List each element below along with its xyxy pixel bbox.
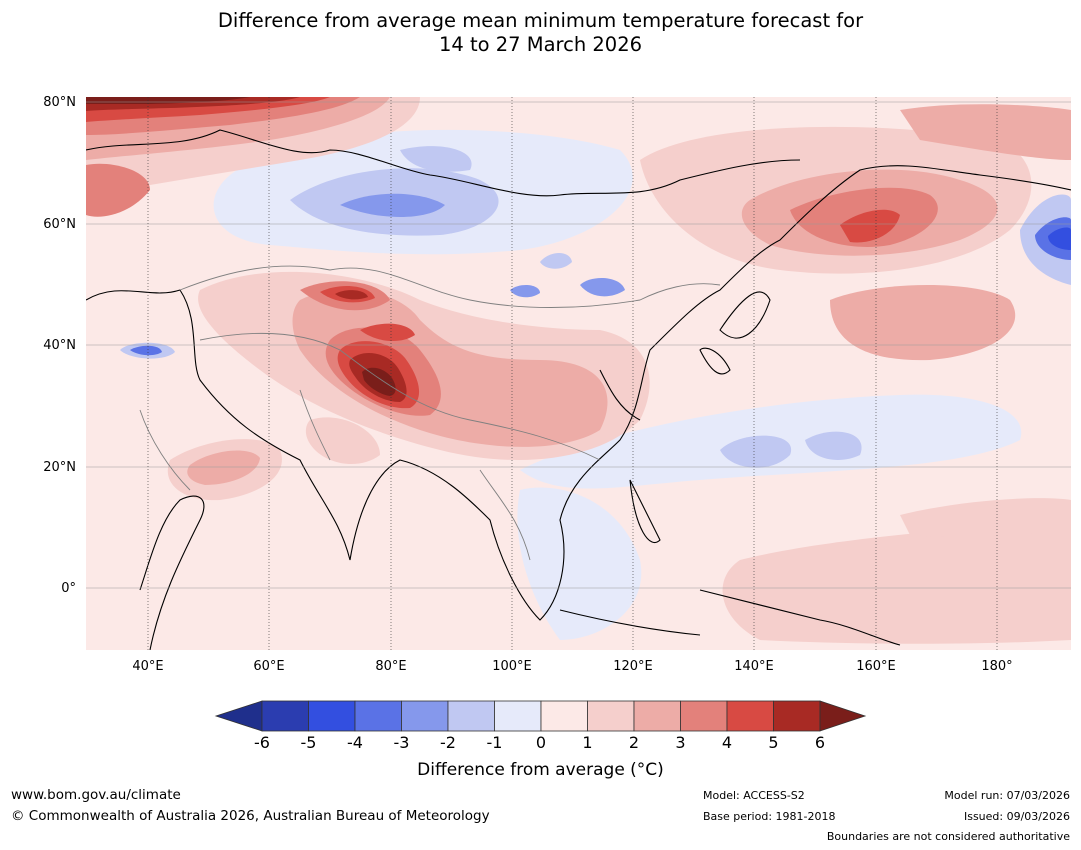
base-period: Base period: 1981-2018 xyxy=(703,810,836,823)
lon-label: 180° xyxy=(981,659,1013,674)
colorbar-over-arrow xyxy=(819,700,867,732)
copyright-text: © Commonwealth of Australia 2026, Austra… xyxy=(11,808,490,824)
colorbar-cell xyxy=(354,700,402,732)
anomaly-field xyxy=(86,97,1071,650)
colorbar-cell xyxy=(587,700,635,732)
colorbar-cell xyxy=(633,700,681,732)
colorbar-tick: 4 xyxy=(721,733,733,752)
colorbar-tick: 1 xyxy=(582,733,593,752)
colorbar-cell xyxy=(726,700,774,732)
title-line-1: Difference from average mean minimum tem… xyxy=(217,9,864,32)
colorbar-cell xyxy=(261,700,309,732)
country-borders xyxy=(139,265,721,561)
colorbar-tick: -6 xyxy=(254,733,270,752)
coastlines xyxy=(86,129,1071,650)
colorbar-tick: -4 xyxy=(347,733,363,752)
colorbar-cell xyxy=(401,700,449,732)
colorbar-tick: -2 xyxy=(440,733,456,752)
colorbar-tick: 3 xyxy=(675,733,686,752)
colorbar xyxy=(214,700,867,732)
colorbar-under-arrow xyxy=(214,700,263,732)
graticule xyxy=(86,101,1071,589)
colorbar-tick: 0 xyxy=(535,733,547,752)
colorbar-cell xyxy=(680,700,728,732)
colorbar-label: Difference from average (°C) xyxy=(417,760,664,780)
title-line-2: 14 to 27 March 2026 xyxy=(438,33,643,56)
colorbar-tick: 2 xyxy=(628,733,640,752)
colorbar-cell xyxy=(447,700,495,732)
colorbar-tick: 6 xyxy=(814,733,826,752)
boundaries-note: Boundaries are not considered authoritat… xyxy=(826,830,1070,843)
lon-label: 80°E xyxy=(375,659,407,674)
lon-label: 160°E xyxy=(856,659,896,674)
lat-label: 0° xyxy=(61,581,76,596)
colorbar-tick: -3 xyxy=(393,733,410,752)
colorbar-cell xyxy=(540,700,588,732)
colorbar-cell xyxy=(308,700,356,732)
meridians xyxy=(147,97,998,650)
lat-label: 60°N xyxy=(43,217,76,232)
lat-label: 40°N xyxy=(43,338,76,353)
colorbar-cell xyxy=(773,700,821,732)
website-link[interactable]: www.bom.gov.au/climate xyxy=(11,787,181,803)
lon-label: 60°E xyxy=(253,659,285,674)
issued-date: Issued: 09/03/2026 xyxy=(963,810,1070,823)
colorbar-cell xyxy=(494,700,542,732)
colorbar-tick: -1 xyxy=(486,733,503,752)
lat-label: 20°N xyxy=(43,460,76,475)
model-name: Model: ACCESS-S2 xyxy=(703,789,805,802)
lon-label: 120°E xyxy=(613,659,653,674)
colorbar-tick: 5 xyxy=(768,733,779,752)
lon-label: 40°E xyxy=(132,659,164,674)
model-run-date: Model run: 07/03/2026 xyxy=(944,789,1070,802)
lon-label: 100°E xyxy=(492,659,532,674)
lat-label: 80°N xyxy=(43,95,76,110)
lon-label: 140°E xyxy=(734,659,774,674)
colorbar-tick: -5 xyxy=(300,733,317,752)
map-title: Difference from average mean minimum tem… xyxy=(0,9,1081,57)
